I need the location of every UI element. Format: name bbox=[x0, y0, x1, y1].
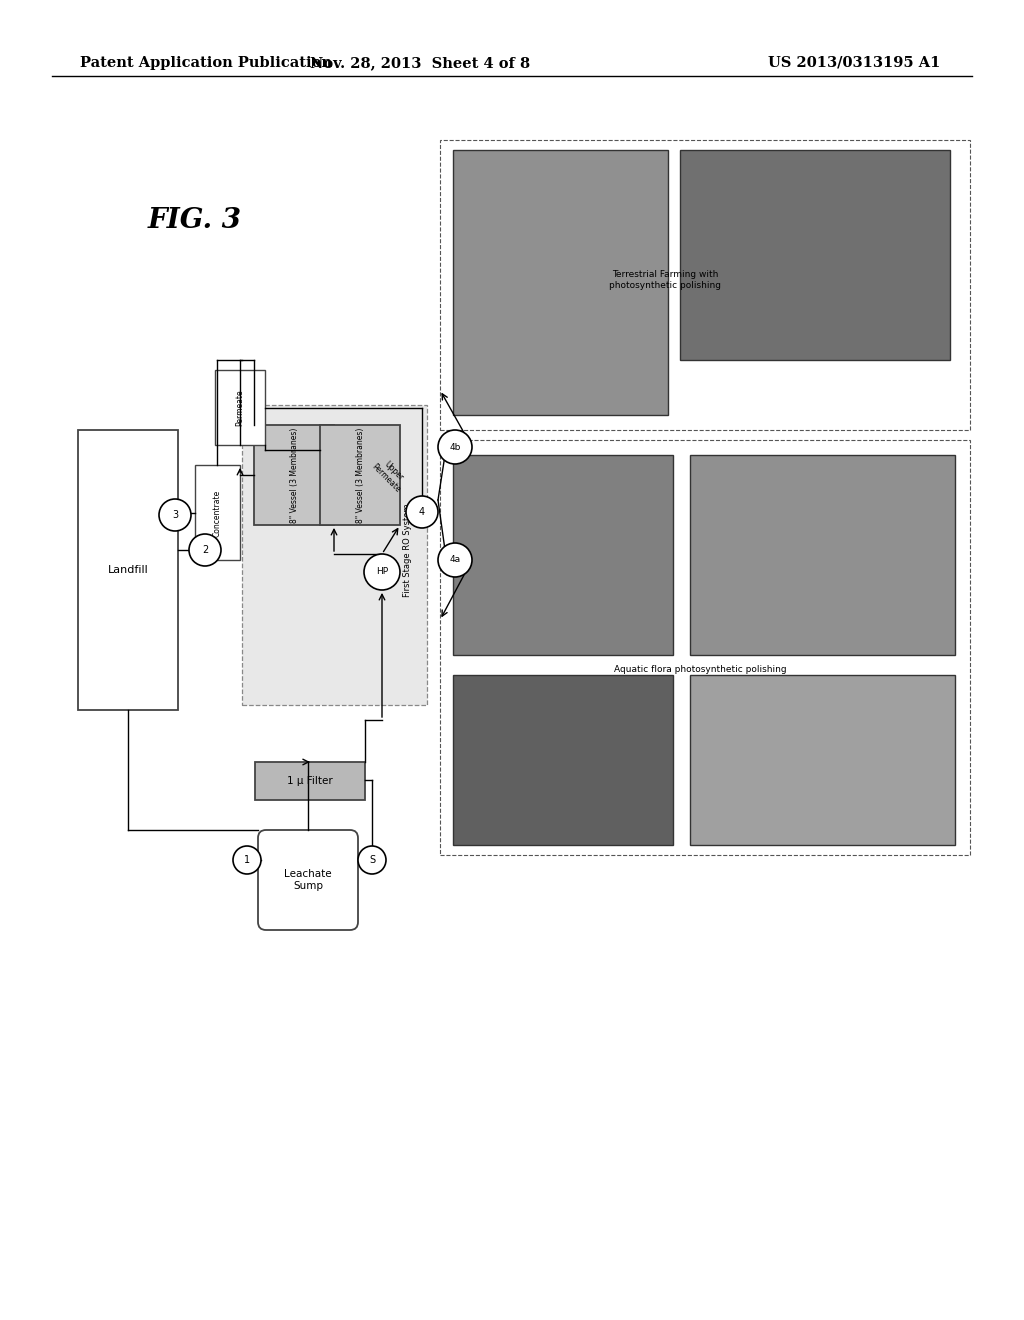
Text: 1: 1 bbox=[244, 855, 250, 865]
Circle shape bbox=[159, 499, 191, 531]
Circle shape bbox=[233, 846, 261, 874]
Text: Nov. 28, 2013  Sheet 4 of 8: Nov. 28, 2013 Sheet 4 of 8 bbox=[310, 55, 530, 70]
Text: Upper
Permeate: Upper Permeate bbox=[371, 455, 410, 495]
Text: Permeate: Permeate bbox=[236, 389, 245, 426]
Text: US 2013/0313195 A1: US 2013/0313195 A1 bbox=[768, 55, 940, 70]
Text: Landfill: Landfill bbox=[108, 565, 148, 576]
Text: 4b: 4b bbox=[450, 442, 461, 451]
Circle shape bbox=[358, 846, 386, 874]
Text: 1 μ Filter: 1 μ Filter bbox=[287, 776, 333, 785]
Text: Terrestrial Farming with
photosynthetic polishing: Terrestrial Farming with photosynthetic … bbox=[609, 271, 721, 289]
Text: FIG. 3: FIG. 3 bbox=[148, 206, 242, 234]
Text: 8" Vessel (3 Membranes): 8" Vessel (3 Membranes) bbox=[355, 428, 365, 523]
Text: S: S bbox=[369, 855, 375, 865]
Text: 3: 3 bbox=[172, 510, 178, 520]
Circle shape bbox=[438, 430, 472, 465]
Bar bbox=[255, 762, 365, 800]
Bar bbox=[453, 455, 673, 655]
Bar bbox=[242, 405, 427, 705]
Text: Leachate
Sump: Leachate Sump bbox=[285, 869, 332, 891]
Bar bbox=[254, 425, 334, 525]
Bar bbox=[319, 425, 400, 525]
Text: First Stage RO System: First Stage RO System bbox=[403, 503, 413, 597]
Text: 4: 4 bbox=[419, 507, 425, 517]
Bar bbox=[215, 370, 265, 445]
Text: HP: HP bbox=[376, 568, 388, 577]
Bar bbox=[440, 140, 970, 430]
Bar bbox=[195, 465, 240, 560]
FancyBboxPatch shape bbox=[258, 830, 358, 931]
Bar bbox=[690, 675, 955, 845]
Bar bbox=[680, 150, 950, 360]
Bar bbox=[78, 430, 178, 710]
Text: Aquatic flora photosynthetic polishing: Aquatic flora photosynthetic polishing bbox=[613, 665, 786, 675]
Text: Patent Application Publication: Patent Application Publication bbox=[80, 55, 332, 70]
Text: Concentrate: Concentrate bbox=[213, 490, 221, 537]
Circle shape bbox=[438, 543, 472, 577]
Circle shape bbox=[406, 496, 438, 528]
Circle shape bbox=[364, 554, 400, 590]
Bar bbox=[453, 675, 673, 845]
Text: 2: 2 bbox=[202, 545, 208, 554]
Bar bbox=[440, 440, 970, 855]
Text: 8" Vessel (3 Membranes): 8" Vessel (3 Membranes) bbox=[290, 428, 299, 523]
Text: 4a: 4a bbox=[450, 556, 461, 565]
Bar bbox=[690, 455, 955, 655]
Bar bbox=[453, 150, 668, 414]
Circle shape bbox=[189, 535, 221, 566]
